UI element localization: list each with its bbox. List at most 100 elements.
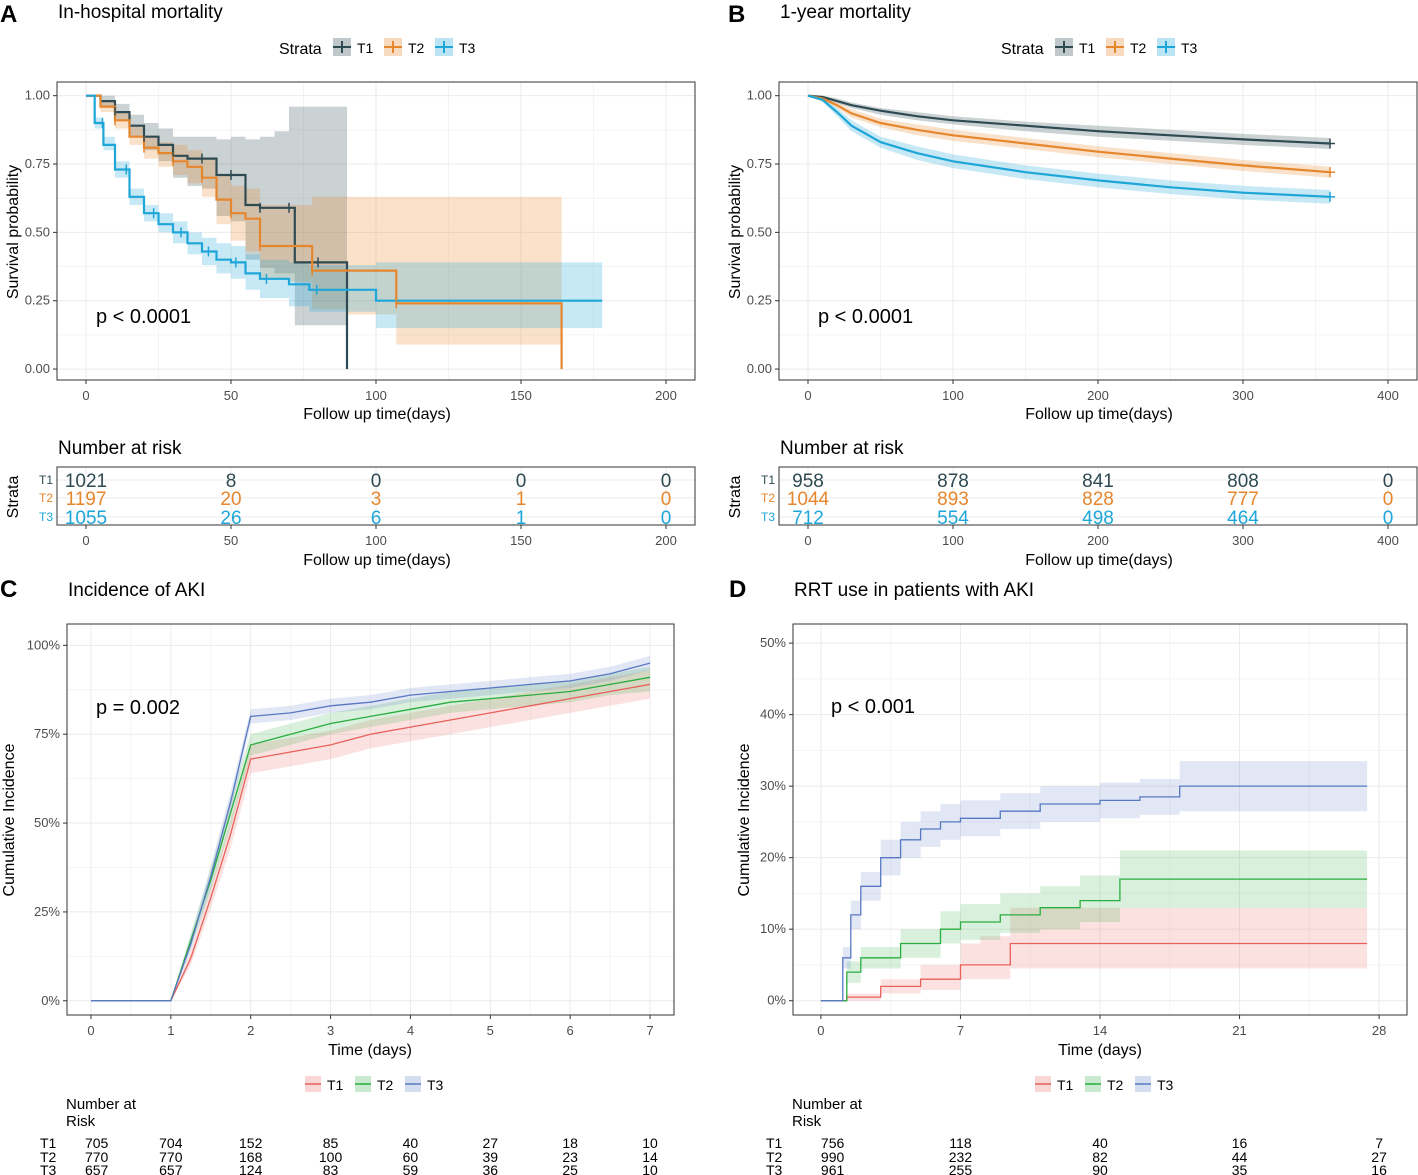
risk-value: 1055	[65, 508, 107, 529]
x-tick-label: 100	[365, 388, 387, 403]
p-value-annotation: p < 0.0001	[96, 306, 191, 328]
y-tick-label: 0.75	[747, 156, 772, 171]
risk-value: 657	[85, 1162, 109, 1175]
risk-value: 100	[319, 1149, 343, 1165]
risk-value: 554	[937, 508, 969, 529]
risk-value: 44	[1232, 1149, 1248, 1165]
plot-frame	[66, 623, 675, 1016]
curve-t2	[807, 94, 1331, 174]
x-tick-label: 0	[804, 533, 811, 548]
y-tick-label: 100%	[27, 637, 61, 652]
risk-value: 118	[949, 1135, 972, 1151]
confidence-band-t3	[86, 95, 603, 329]
risk-value: 3	[371, 489, 382, 510]
risk-value: 0	[1383, 489, 1394, 510]
risk-row-label: T1	[761, 473, 775, 487]
risk-table-title-line2: Risk	[66, 1113, 96, 1130]
y-tick-label: 0%	[41, 993, 60, 1008]
legend-label-t1: T1	[1079, 40, 1096, 56]
curve-t3	[86, 94, 603, 302]
x-tick-label: 100	[942, 533, 964, 548]
x-tick-label: 21	[1232, 1023, 1246, 1038]
x-tick-label: 200	[1087, 388, 1109, 403]
risk-value: 777	[1227, 489, 1259, 510]
risk-value: 35	[1232, 1162, 1248, 1175]
x-axis-label: Follow up time(days)	[303, 406, 451, 423]
y-tick-label: 0.00	[25, 361, 50, 376]
risk-row-label: T1	[39, 473, 53, 487]
risk-value: 59	[403, 1162, 419, 1175]
curve-t1	[91, 683, 651, 1002]
p-value-annotation: p < 0.0001	[818, 306, 913, 328]
x-tick-label: 200	[1087, 533, 1109, 548]
risk-value: 657	[159, 1162, 183, 1175]
y-tick-label: 1.00	[747, 88, 772, 103]
x-tick-label: 400	[1377, 533, 1399, 548]
y-tick-label: 75%	[34, 726, 60, 741]
risk-value: 0	[1383, 471, 1394, 492]
y-tick-label: 0.25	[747, 293, 772, 308]
confidence-band-t1	[820, 907, 1368, 1001]
risk-value: 1021	[65, 471, 107, 492]
risk-table-title-line2: Risk	[792, 1113, 822, 1130]
x-tick-label: 0	[87, 1023, 94, 1038]
y-tick-label: 25%	[34, 904, 60, 919]
risk-value: 841	[1082, 471, 1114, 492]
confidence-band-t1	[808, 95, 1330, 149]
risk-value: 152	[239, 1135, 263, 1151]
risk-value: 498	[1082, 508, 1114, 529]
confidence-band-t3	[820, 761, 1368, 1001]
curve-t3	[820, 785, 1368, 1002]
p-value-annotation: p = 0.002	[96, 697, 180, 719]
risk-value: 36	[483, 1162, 499, 1175]
legend-label-t3: T3	[459, 40, 476, 56]
risk-value: 18	[562, 1135, 578, 1151]
x-tick-label: 5	[487, 1023, 494, 1038]
x-tick-label: 7	[646, 1023, 653, 1038]
x-tick-label: 0	[817, 1023, 824, 1038]
x-tick-label: 0	[82, 533, 89, 548]
risk-value: 16	[1371, 1162, 1387, 1175]
panel-title: 1-year mortality	[780, 2, 911, 23]
y-tick-label: 0.50	[747, 224, 772, 239]
legend-label-t3: T3	[1157, 1077, 1174, 1093]
risk-value: 40	[403, 1135, 419, 1151]
legend-title: Strata	[279, 41, 322, 58]
y-tick-label: 0.50	[25, 224, 50, 239]
risk-value: 20	[220, 489, 241, 510]
risk-value: 0	[371, 471, 382, 492]
risk-value: 0	[661, 471, 672, 492]
confidence-band-t1	[91, 670, 650, 1001]
risk-table-title: Number at	[66, 1096, 137, 1113]
y-tick-label: 50%	[760, 635, 786, 650]
panel-a: A In-hospital mortality Strata T1 T2 T3 0.…	[0, 1, 696, 569]
x-tick-label: 400	[1377, 388, 1399, 403]
risk-value: 0	[516, 471, 527, 492]
risk-value: 1044	[787, 489, 830, 510]
risk-row-label: T2	[766, 1149, 783, 1165]
risk-value: 961	[821, 1162, 845, 1175]
risk-value: 14	[642, 1149, 658, 1165]
y-tick-label: 0%	[767, 993, 786, 1008]
risk-value: 83	[323, 1162, 339, 1175]
risk-value: 704	[159, 1135, 183, 1151]
y-axis-label: Cumulative Incidence	[1, 743, 18, 896]
risk-value: 82	[1092, 1149, 1108, 1165]
y-tick-label: 0.75	[25, 156, 50, 171]
p-value-annotation: p < 0.001	[831, 696, 915, 718]
y-tick-label: 0.00	[747, 361, 772, 376]
risk-value: 25	[562, 1162, 578, 1175]
y-axis-label: Cumulative Incidence	[736, 743, 753, 896]
legend-label-t2: T2	[408, 40, 425, 56]
risk-value: 26	[220, 508, 241, 529]
y-tick-label: 40%	[760, 707, 786, 722]
risk-row-label: T1	[40, 1135, 57, 1151]
risk-value: 808	[1227, 471, 1259, 492]
x-tick-label: 14	[1093, 1023, 1107, 1038]
panel-letter: B	[728, 1, 745, 28]
x-tick-label: 7	[957, 1023, 964, 1038]
y-tick-label: 50%	[34, 815, 60, 830]
risk-value: 124	[239, 1162, 263, 1175]
risk-value: 27	[483, 1135, 499, 1151]
confidence-band-t2	[820, 850, 1368, 1001]
